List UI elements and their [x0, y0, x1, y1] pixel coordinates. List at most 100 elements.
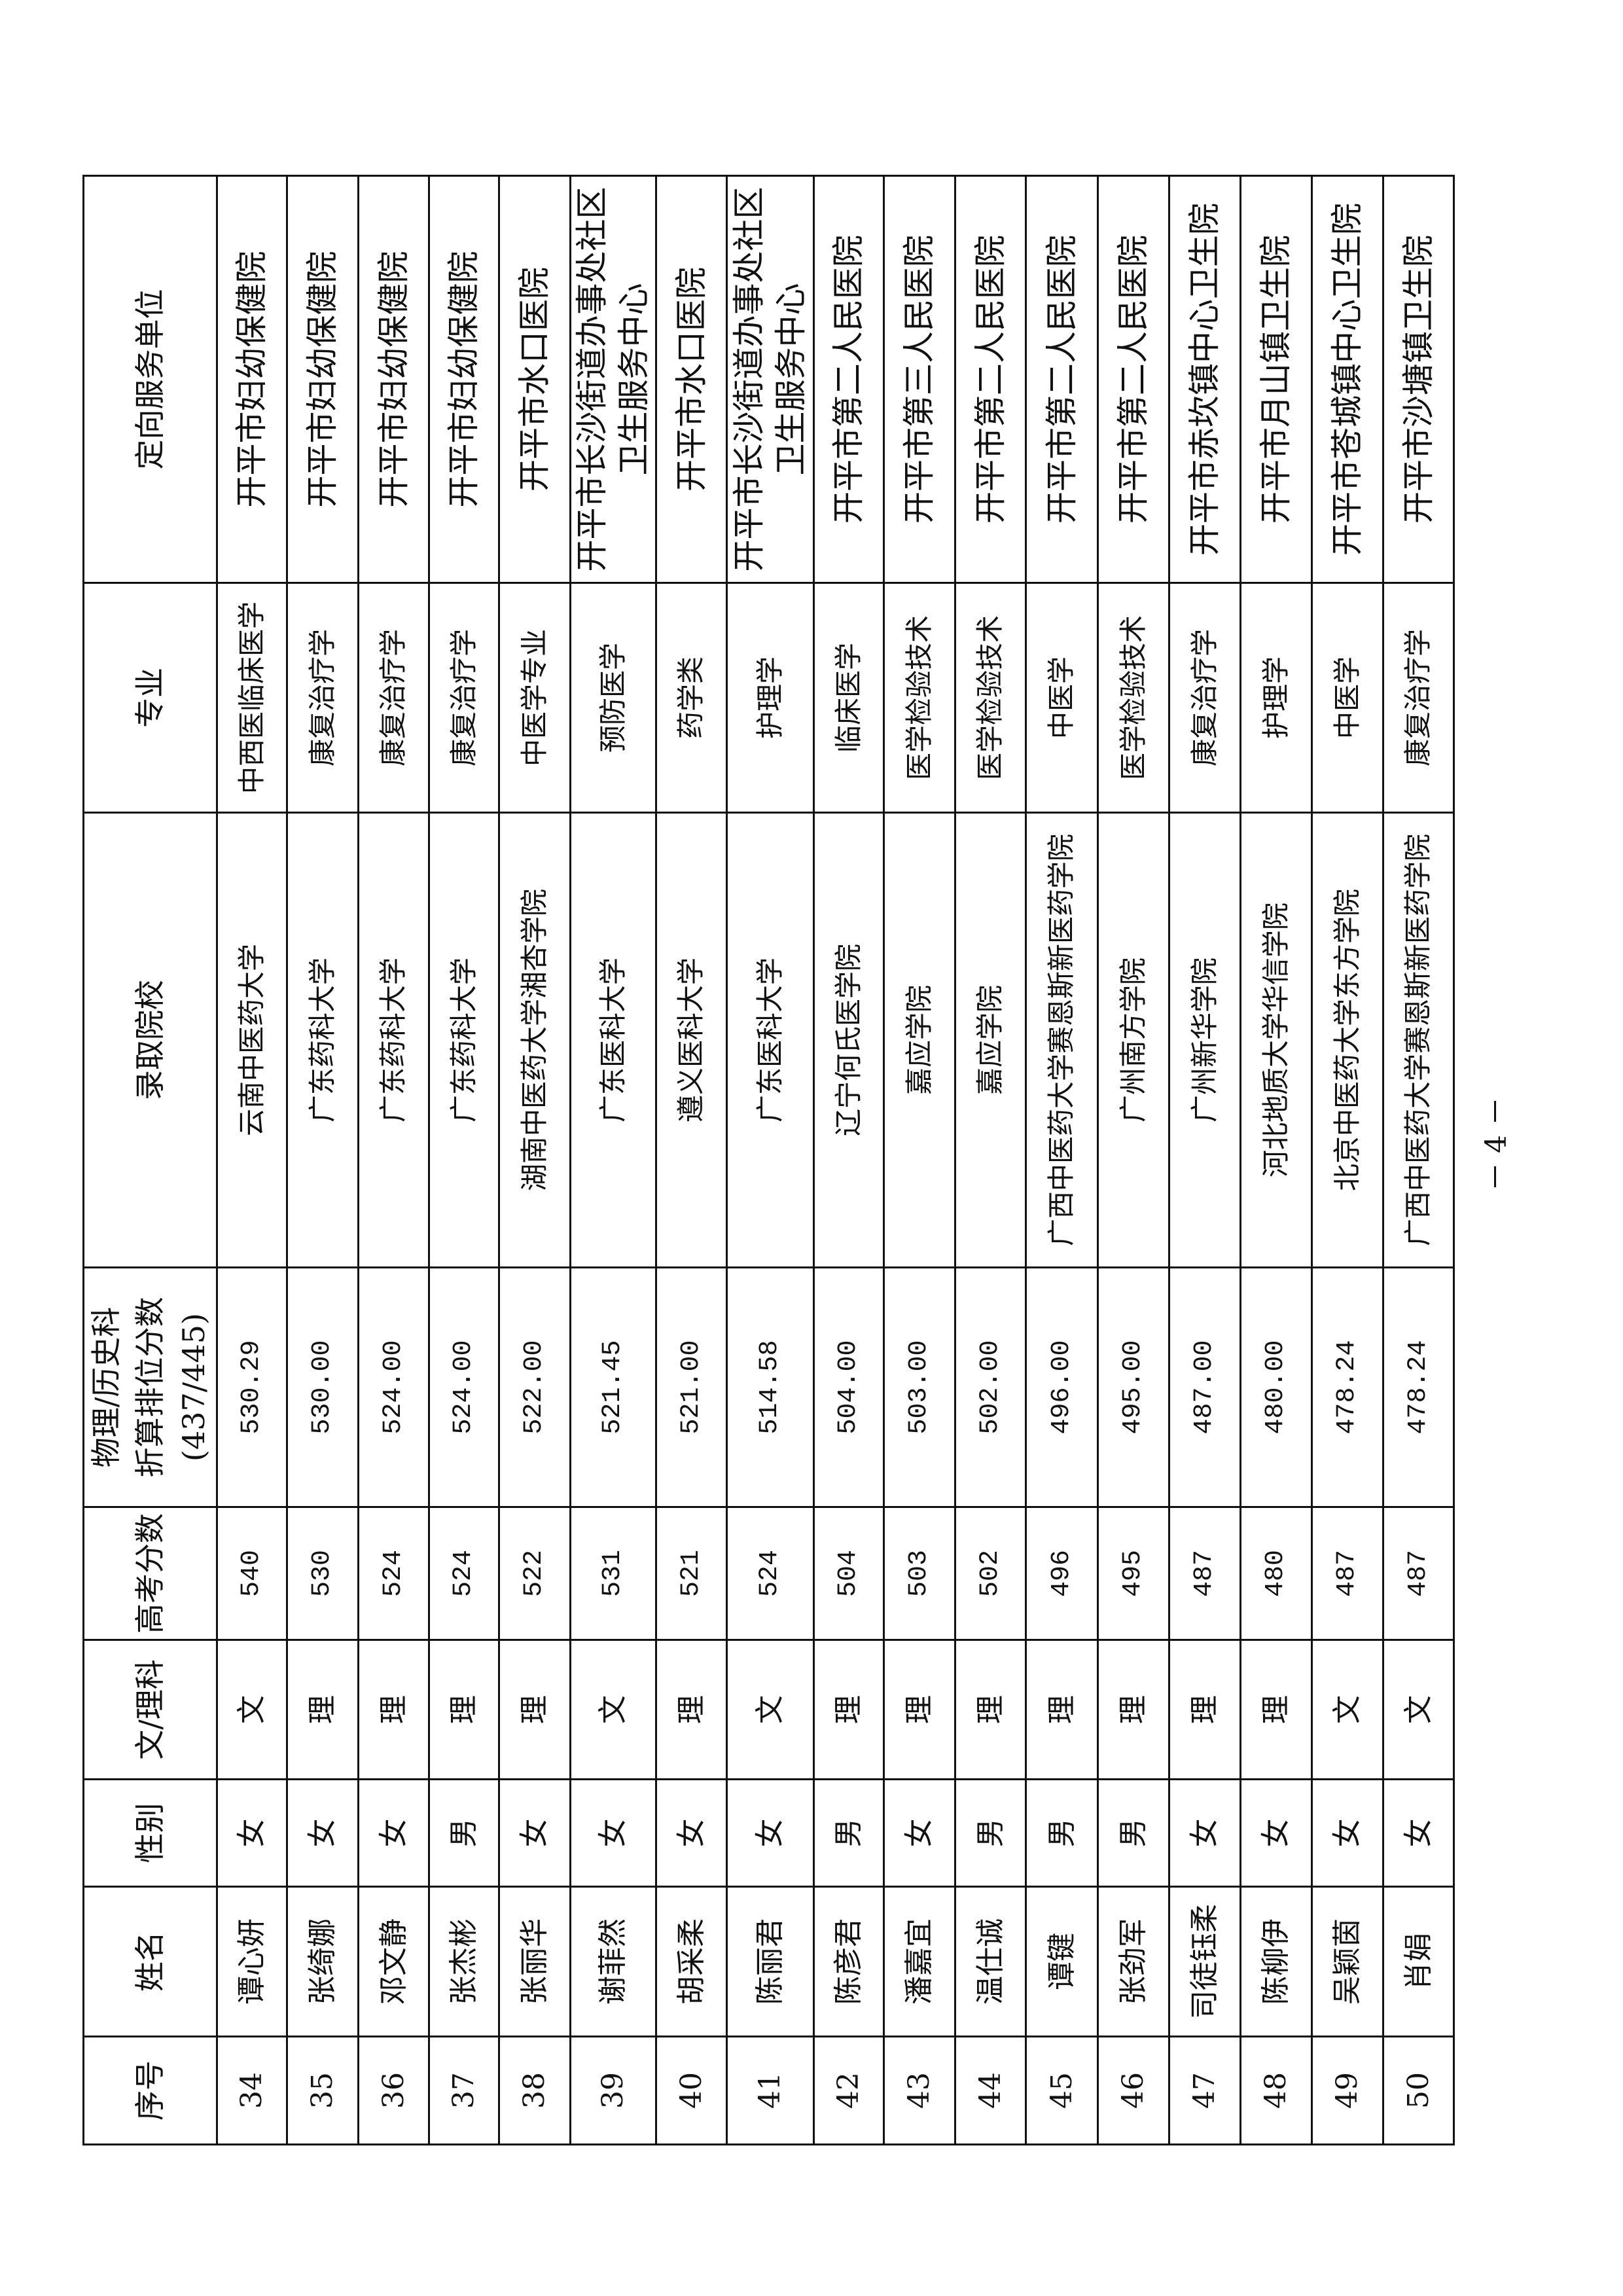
row-index: 48	[1240, 2036, 1312, 2145]
rotated-table-wrapper: 序号 姓名 性别 文/理科 高考分数 物理/历史科 折算排位分数 (437/44…	[82, 175, 1455, 2145]
table-row: 35 张绮娜女理 530 530.00 广东药科大学 康复治疗学 开平市妇幼保健院	[287, 175, 359, 2145]
row-index: 43	[883, 2036, 955, 2145]
row-unit: 开平市第三人民医院	[883, 175, 955, 583]
row-school: 湖南中医药大学湘杏学院	[499, 812, 571, 1268]
row-name: 吴颖茵	[1311, 1886, 1383, 2037]
row-major: 医学检验技术	[955, 583, 1026, 813]
row-name: 司徒钰柔	[1169, 1886, 1241, 2037]
row-name: 潘嘉宜	[883, 1886, 955, 2037]
row-gender: 女	[1169, 1779, 1241, 1887]
row-track: 理	[955, 1640, 1026, 1780]
row-gender: 女	[217, 1779, 287, 1887]
row-gender: 女	[883, 1779, 955, 1887]
row-gender: 男	[813, 1779, 884, 1887]
row-unit: 开平市第二人民医院	[955, 175, 1026, 583]
row-gender: 女	[1311, 1779, 1383, 1887]
row-index: 34	[217, 2036, 287, 2145]
row-major: 康复治疗学	[1169, 583, 1241, 813]
row-score: 531	[570, 1507, 656, 1640]
row-score: 540	[217, 1507, 287, 1640]
row-school: 广东医科大学	[726, 812, 814, 1268]
row-converted-score: 480.00	[1240, 1267, 1312, 1507]
row-name: 张劲军	[1097, 1886, 1169, 2037]
row-track: 理	[358, 1640, 429, 1780]
row-track: 文	[726, 1640, 814, 1780]
table-row: 40 胡采柔女理 521 521.00 遵义医科大学 药学类 开平市水口医院	[656, 175, 727, 2145]
table-row: 36 邓文静女理 524 524.00 广东药科大学 康复治疗学 开平市妇幼保健院	[358, 175, 429, 2145]
row-track: 文	[570, 1640, 656, 1780]
row-school: 遵义医科大学	[656, 812, 727, 1268]
row-track: 文	[1383, 1640, 1454, 1780]
row-gender: 男	[955, 1779, 1026, 1887]
row-gender: 女	[1383, 1779, 1454, 1887]
row-gender: 男	[429, 1779, 499, 1887]
row-school: 广东药科大学	[287, 812, 359, 1268]
row-track: 理	[1026, 1640, 1098, 1780]
row-unit: 开平市第二人民医院	[1026, 175, 1098, 583]
row-index: 45	[1026, 2036, 1098, 2145]
row-converted-score: 487.00	[1169, 1267, 1241, 1507]
header-converted-score: 物理/历史科 折算排位分数 (437/445)	[83, 1267, 217, 1507]
row-unit: 开平市沙塘镇卫生院	[1383, 175, 1454, 583]
row-index: 39	[570, 2036, 656, 2145]
header-track: 文/理科	[83, 1640, 217, 1780]
row-score: 522	[499, 1507, 571, 1640]
row-converted-score: 530.29	[217, 1267, 287, 1507]
row-unit: 开平市第二人民医院	[1097, 175, 1169, 583]
row-gender: 男	[1026, 1779, 1098, 1887]
row-score: 524	[429, 1507, 499, 1640]
row-major: 药学类	[656, 583, 727, 813]
row-index: 37	[429, 2036, 499, 2145]
row-name: 谭心妍	[217, 1886, 287, 2037]
row-gender: 女	[570, 1779, 656, 1887]
table-row: 46 张劲军男理 495 495.00 广州南方学院 医学检验技术 开平市第二人民医院	[1097, 175, 1169, 2145]
header-converted-line3: (437/445)	[175, 1313, 211, 1462]
row-score: 487	[1383, 1507, 1454, 1640]
page-number: － 4 －	[1480, 1097, 1513, 1191]
row-converted-score: 522.00	[499, 1267, 571, 1507]
row-unit: 开平市妇幼保健院	[287, 175, 359, 583]
row-major: 康复治疗学	[429, 583, 499, 813]
table-row: 48 陈柳伊女理 480 480.00 河北地质大学华信学院 护理学 开平市月山镇卫生院	[1240, 175, 1312, 2145]
row-name: 谭键	[1026, 1886, 1098, 2037]
row-index: 41	[726, 2036, 814, 2145]
table-row: 39 谢菲然女文 531 521.45 广东医科大学 预防医学 开平市长沙街道办事处社区卫生…	[570, 175, 656, 2145]
row-index: 50	[1383, 2036, 1454, 2145]
row-school: 辽宁何氏医学院	[813, 812, 884, 1268]
row-major: 临床医学	[813, 583, 884, 813]
row-score: 487	[1169, 1507, 1241, 1640]
row-gender: 女	[726, 1779, 814, 1887]
admission-table: 序号 姓名 性别 文/理科 高考分数 物理/历史科 折算排位分数 (437/44…	[82, 175, 1455, 2145]
header-index: 序号	[83, 2036, 217, 2145]
table-row: 43 潘嘉宜女理 503 503.00 嘉应学院 医学检验技术 开平市第三人民医院	[883, 175, 955, 2145]
row-major: 医学检验技术	[1097, 583, 1169, 813]
row-score: 503	[883, 1507, 955, 1640]
row-school: 广东医科大学	[570, 812, 656, 1268]
row-name: 谢菲然	[570, 1886, 656, 2037]
table-row: 37 张杰彬男理 524 524.00 广东药科大学 康复治疗学 开平市妇幼保健院	[429, 175, 499, 2145]
row-converted-score: 524.00	[429, 1267, 499, 1507]
row-school: 嘉应学院	[955, 812, 1026, 1268]
row-track: 理	[499, 1640, 571, 1780]
row-major: 中医学	[1026, 583, 1098, 813]
row-track: 理	[813, 1640, 884, 1780]
row-unit: 开平市苍城镇中心卫生院	[1311, 175, 1383, 583]
row-converted-score: 530.00	[287, 1267, 359, 1507]
row-name: 陈彦君	[813, 1886, 884, 2037]
row-score: 480	[1240, 1507, 1312, 1640]
row-school: 云南中医药大学	[217, 812, 287, 1268]
row-score: 496	[1026, 1507, 1098, 1640]
row-school: 广西中医药大学赛恩斯新医药学院	[1026, 812, 1098, 1268]
table-row: 49 吴颖茵女文 487 478.24 北京中医药大学东方学院 中医学 开平市苍城镇中心卫生…	[1311, 175, 1383, 2145]
header-name: 姓名	[83, 1886, 217, 2037]
table-row: 47 司徒钰柔女理 487 487.00 广州新华学院 康复治疗学 开平市赤坎镇中心卫生院	[1169, 175, 1241, 2145]
row-converted-score: 503.00	[883, 1267, 955, 1507]
header-gender: 性别	[83, 1779, 217, 1887]
header-school: 录取院校	[83, 812, 217, 1268]
row-gender: 女	[499, 1779, 571, 1887]
row-major: 护理学	[726, 583, 814, 813]
row-index: 38	[499, 2036, 571, 2145]
header-major: 专业	[83, 583, 217, 813]
header-score: 高考分数	[83, 1507, 217, 1640]
row-gender: 女	[287, 1779, 359, 1887]
